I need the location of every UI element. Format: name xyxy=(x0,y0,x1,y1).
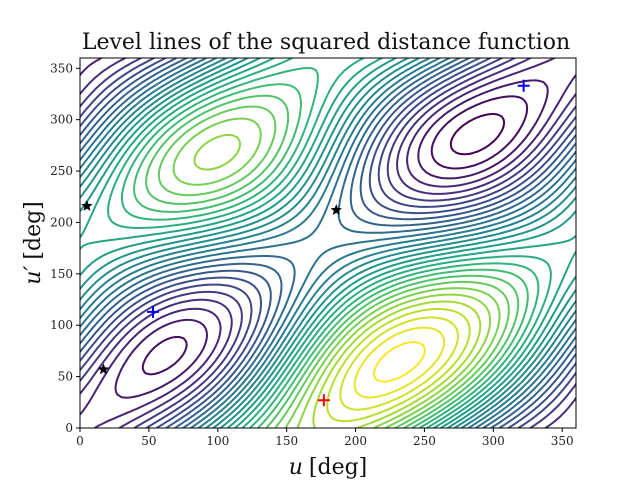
y-tick-label: 200 xyxy=(50,215,73,229)
contour-level-line xyxy=(80,58,576,428)
x-axis-unit: [deg] xyxy=(309,455,367,480)
y-tick-label: 150 xyxy=(50,267,73,281)
contour-level-line xyxy=(114,79,549,399)
x-axis: 0 50 100 150 200 250 300 350 xyxy=(76,428,574,448)
contour-level-line xyxy=(80,58,576,428)
x-tick-label: 50 xyxy=(141,434,156,448)
y-axis-var: u′ xyxy=(21,266,46,285)
contour-level-line xyxy=(80,58,576,428)
contour-level-line xyxy=(80,58,576,428)
y-tick-label: 350 xyxy=(50,61,73,75)
x-tick-label: 150 xyxy=(275,434,298,448)
contour-level-line xyxy=(145,94,520,428)
contour-level-line xyxy=(157,105,510,428)
plot-frame xyxy=(79,57,577,429)
contour-level-line xyxy=(133,83,529,428)
contour-level-line xyxy=(339,316,459,411)
star-marker xyxy=(330,204,342,215)
x-tick-label: 250 xyxy=(413,434,436,448)
contour-level-line xyxy=(141,95,529,376)
contour-level-line xyxy=(172,117,501,428)
contour-level-line xyxy=(312,300,482,428)
y-axis: 0 50 100 150 200 250 300 350 xyxy=(50,61,80,435)
y-axis-label: u′ [deg] xyxy=(21,201,46,285)
y-axis-unit: [deg] xyxy=(21,201,46,259)
red-plus-marker xyxy=(317,394,330,407)
x-tick-label: 200 xyxy=(344,434,367,448)
contour-level-line xyxy=(373,341,426,383)
x-tick-label: 350 xyxy=(551,434,574,448)
contour-level-line xyxy=(193,133,492,428)
x-tick-label: 300 xyxy=(482,434,505,448)
y-tick-label: 250 xyxy=(50,164,73,178)
marker-layer xyxy=(81,79,530,407)
y-tick-label: 50 xyxy=(58,370,73,384)
contour-level-line xyxy=(326,308,471,423)
contour-level-line xyxy=(120,67,540,428)
contour-level-line xyxy=(80,58,576,428)
blue-plus-marker xyxy=(147,305,160,318)
y-tick-label: 300 xyxy=(50,113,73,127)
star-marker xyxy=(97,363,110,375)
x-tick-label: 100 xyxy=(206,434,229,448)
y-tick-label: 100 xyxy=(50,318,73,332)
star-marker xyxy=(81,200,93,211)
x-axis-label: u [deg] xyxy=(289,455,368,480)
chart-title: Level lines of the squared distance func… xyxy=(82,30,570,55)
blue-plus-marker xyxy=(517,79,530,92)
contour-level-line xyxy=(80,58,576,428)
contour-level-line xyxy=(80,58,576,428)
y-tick-label: 0 xyxy=(65,421,73,435)
contour-level-line xyxy=(107,58,552,428)
contour-level-line xyxy=(80,58,576,428)
contour-level-line xyxy=(449,112,506,156)
contour-level-line xyxy=(353,326,446,399)
x-axis-var: u xyxy=(289,455,303,480)
contour-lines xyxy=(80,58,576,428)
x-tick-label: 0 xyxy=(76,434,84,448)
